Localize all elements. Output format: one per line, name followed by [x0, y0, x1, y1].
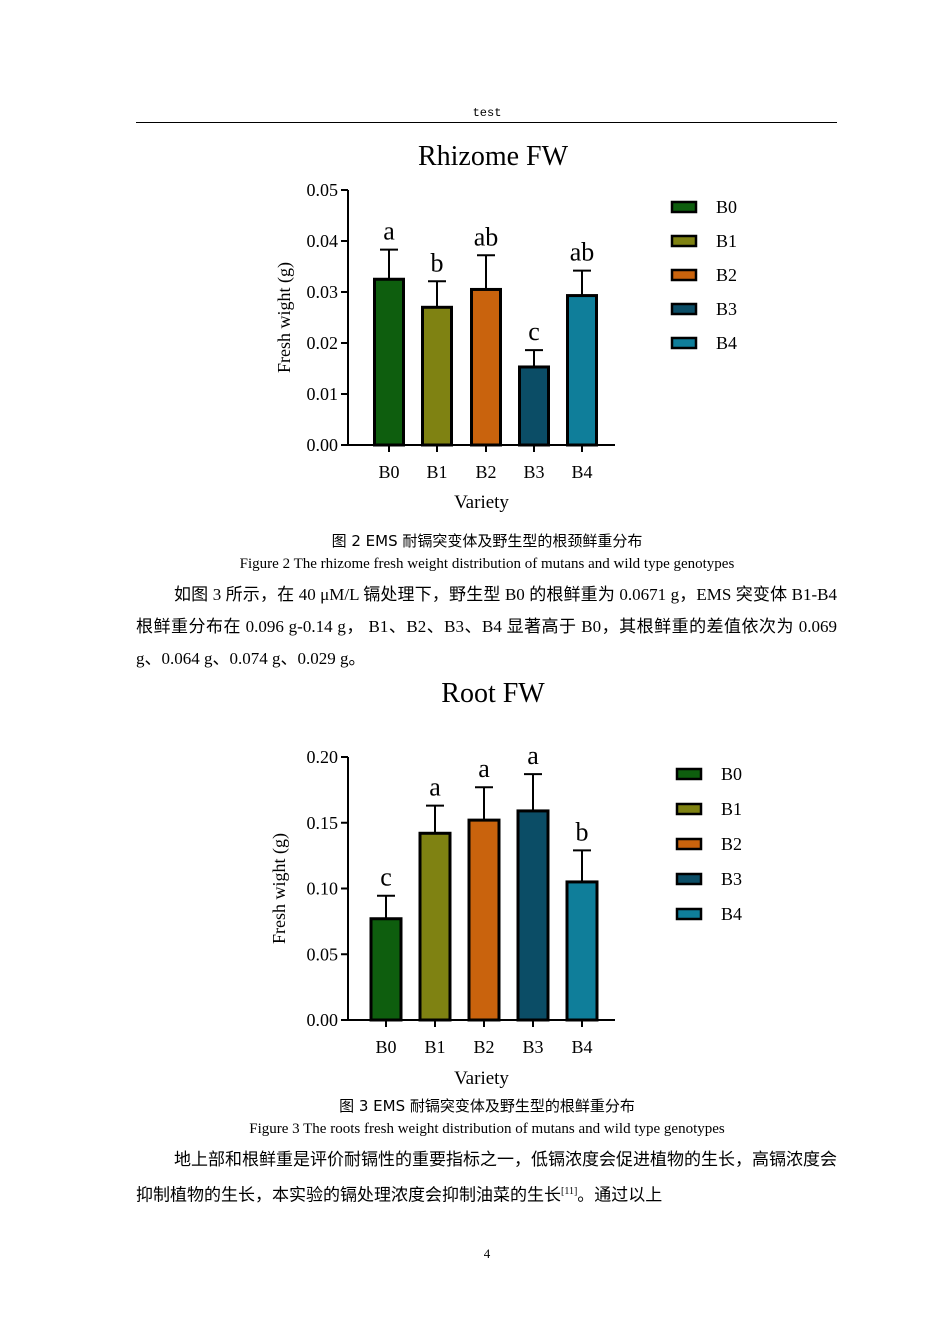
header-rule	[136, 122, 837, 123]
legend-label: B3	[721, 869, 742, 889]
bar	[565, 880, 599, 1022]
y-tick-label: 0.02	[307, 333, 339, 353]
significance-letter: a	[429, 773, 441, 802]
x-tick-label: B1	[424, 1037, 445, 1057]
significance-letter: b	[576, 817, 589, 846]
significance-letter: ab	[570, 238, 595, 267]
y-tick-label: 0.10	[307, 879, 339, 899]
bar	[470, 287, 502, 447]
legend-label: B2	[721, 834, 742, 854]
bar	[566, 294, 598, 447]
chart-title: Root FW	[441, 678, 545, 709]
legend-label: B0	[716, 197, 737, 217]
bar	[518, 365, 550, 447]
bar	[421, 305, 453, 447]
x-tick-label: B4	[571, 462, 592, 482]
y-tick-label: 0.00	[307, 1010, 339, 1030]
significance-letter: a	[478, 754, 490, 783]
x-tick-label: B3	[523, 462, 544, 482]
legend-swatch	[670, 302, 698, 316]
paragraph-2-main: 地上部和根鲜重是评价耐镉性的重要指标之一，低镉浓度会促进植物的生长，高镉浓度会抑…	[136, 1150, 837, 1205]
significance-letter: c	[380, 863, 392, 892]
bar	[418, 831, 452, 1022]
x-axis-label: Variety	[454, 492, 509, 513]
figure3-caption-en: Figure 3 The roots fresh weight distribu…	[249, 1121, 725, 1137]
citation-superscript: [11]	[561, 1186, 578, 1197]
x-tick-label: B0	[375, 1037, 396, 1057]
x-tick-label: B0	[378, 462, 399, 482]
significance-letter: a	[527, 741, 539, 770]
x-axis-label: Variety	[454, 1068, 509, 1089]
bar	[516, 809, 550, 1022]
legend-label: B2	[716, 265, 737, 285]
legend-swatch	[675, 837, 703, 851]
chart-title: Rhizome FW	[418, 141, 569, 172]
figure2-caption-en: Figure 2 The rhizome fresh weight distri…	[239, 556, 735, 572]
paragraph-2-tail: 。通过以上	[577, 1185, 663, 1205]
legend-label: B4	[721, 904, 742, 924]
y-tick-label: 0.15	[307, 813, 339, 833]
y-tick-label: 0.05	[307, 180, 339, 200]
legend-swatch	[670, 336, 698, 350]
x-tick-label: B3	[522, 1037, 543, 1057]
paragraph-2-text: 地上部和根鲜重是评价耐镉性的重要指标之一，低镉浓度会促进植物的生长，高镉浓度会抑…	[136, 1144, 837, 1212]
legend-swatch	[675, 907, 703, 921]
legend-swatch	[675, 767, 703, 781]
bar	[369, 917, 403, 1022]
page-number: 4	[483, 1246, 491, 1261]
y-tick-label: 0.04	[307, 231, 339, 251]
legend-swatch	[670, 200, 698, 214]
y-tick-label: 0.03	[307, 282, 339, 302]
legend-swatch	[670, 234, 698, 248]
page-header-label: test	[472, 106, 502, 120]
paragraph-1-text: 如图 3 所示，在 40 μM/L 镉处理下，野生型 B0 的根鲜重为 0.06…	[136, 585, 837, 668]
legend-label: B1	[716, 231, 737, 251]
significance-letter: ab	[474, 222, 499, 251]
y-tick-label: 0.05	[307, 944, 339, 964]
rhizome-fw-chart: Rhizome FW 0.00 0.01 0.02 0.03 0.04 0.05 Fresh …	[274, 141, 737, 513]
body-paragraph-2: 地上部和根鲜重是评价耐镉性的重要指标之一，低镉浓度会促进植物的生长，高镉浓度会抑…	[136, 1144, 837, 1212]
legend-label: B1	[721, 799, 742, 819]
significance-letter: b	[431, 248, 444, 277]
y-tick-label: 0.20	[307, 747, 339, 767]
y-tick-label: 0.01	[307, 384, 339, 404]
figure3-caption-cn: 图 3 EMS 耐镉突变体及野生型的根鲜重分布	[339, 1097, 635, 1115]
x-tick-label: B1	[426, 462, 447, 482]
significance-letter: c	[528, 317, 540, 346]
bar	[373, 277, 405, 447]
legend-label: B4	[716, 333, 737, 353]
body-paragraph-1: 如图 3 所示，在 40 μM/L 镉处理下，野生型 B0 的根鲜重为 0.06…	[136, 579, 837, 675]
y-axis-label: Fresh wight (g)	[269, 833, 290, 944]
y-axis-label: Fresh wight (g)	[274, 262, 295, 373]
bar	[467, 818, 501, 1022]
significance-letter: a	[383, 217, 395, 246]
x-tick-label: B2	[473, 1037, 494, 1057]
legend-label: B3	[716, 299, 737, 319]
y-tick-label: 0.00	[307, 435, 339, 455]
legend-swatch	[675, 802, 703, 816]
legend-swatch	[675, 872, 703, 886]
x-tick-label: B2	[475, 462, 496, 482]
x-tick-label: B4	[571, 1037, 592, 1057]
root-fw-chart: Root FW 0.00 0.05 0.10 0.15 0.20 Fresh wight (…	[269, 678, 742, 1089]
legend-label: B0	[721, 764, 742, 784]
figure2-caption-cn: 图 2 EMS 耐镉突变体及野生型的根颈鲜重分布	[331, 532, 643, 550]
legend-swatch	[670, 268, 698, 282]
